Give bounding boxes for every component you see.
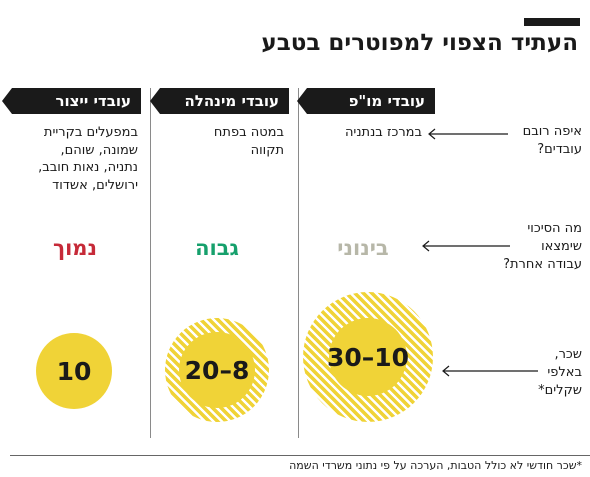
location-line: תקווה bbox=[250, 142, 284, 158]
question-salary: שכר, באלפי שקלים* bbox=[490, 346, 582, 400]
question-line: עובדים? bbox=[537, 142, 582, 157]
salary-circle-admin: 20–8 bbox=[165, 318, 269, 422]
location-admin: במטה בפתח תקווה bbox=[160, 124, 284, 159]
column-divider bbox=[150, 88, 151, 438]
location-line: ירושלים, אשדוד bbox=[52, 177, 138, 193]
question-risk: מה הסיכוי שימצאו עבודה אחרת? bbox=[460, 220, 582, 274]
question-line: שקלים* bbox=[538, 383, 582, 398]
location-line: במפעלים בקריית bbox=[43, 125, 138, 140]
salary-circle-production: 10 bbox=[36, 333, 112, 409]
column-divider bbox=[298, 88, 299, 438]
risk-level-production: נמוך bbox=[52, 236, 98, 260]
footnote-divider bbox=[10, 455, 590, 456]
salary-value-admin: 20–8 bbox=[184, 355, 250, 385]
question-line: עבודה אחרת? bbox=[503, 257, 582, 272]
arrow-left-icon bbox=[442, 365, 538, 377]
question-line: שכר, bbox=[554, 347, 582, 362]
question-location: איפה רובם עובדים? bbox=[470, 123, 582, 159]
location-line: במטה בפתח bbox=[213, 125, 284, 140]
location-line: במרכז בנתניה bbox=[344, 125, 422, 140]
salary-circle-rnd: 30–10 bbox=[303, 292, 433, 422]
risk-level-rnd: בינוני bbox=[337, 236, 389, 260]
location-rnd: במרכז בנתניה bbox=[300, 124, 422, 142]
location-production: במפעלים בקריית שמונה, שוהם, נתניה, נאות … bbox=[8, 124, 138, 194]
column-header-production: עובדי ייצור bbox=[2, 88, 141, 114]
question-line: באלפי bbox=[547, 365, 582, 380]
question-line: מה הסיכוי bbox=[527, 221, 582, 236]
footnote: *שכר חודשי לא כולל הטבות, הערכה על פי נת… bbox=[289, 459, 582, 472]
location-line: נתניה, נאות חובב, bbox=[38, 160, 138, 175]
salary-circle-core: 20–8 bbox=[179, 332, 255, 408]
salary-value-rnd: 30–10 bbox=[326, 342, 410, 372]
question-line: שימצאו bbox=[541, 239, 582, 254]
salary-circle-core: 30–10 bbox=[326, 318, 410, 396]
risk-level-admin: גבוה bbox=[195, 236, 239, 260]
arrow-left-icon bbox=[422, 240, 510, 252]
title-bar-decoration bbox=[524, 18, 580, 26]
question-line: איפה רובם bbox=[522, 124, 582, 139]
column-header-rnd: עובדי מו"פ bbox=[297, 88, 435, 114]
location-line: שמונה, שוהם, bbox=[60, 142, 138, 158]
page-title: העתיד הצפוי למפוטרים בטבע bbox=[261, 30, 578, 56]
column-header-admin: עובדי מינהלה bbox=[150, 88, 289, 114]
arrow-left-icon bbox=[428, 128, 508, 140]
salary-value-production: 10 bbox=[56, 356, 92, 386]
